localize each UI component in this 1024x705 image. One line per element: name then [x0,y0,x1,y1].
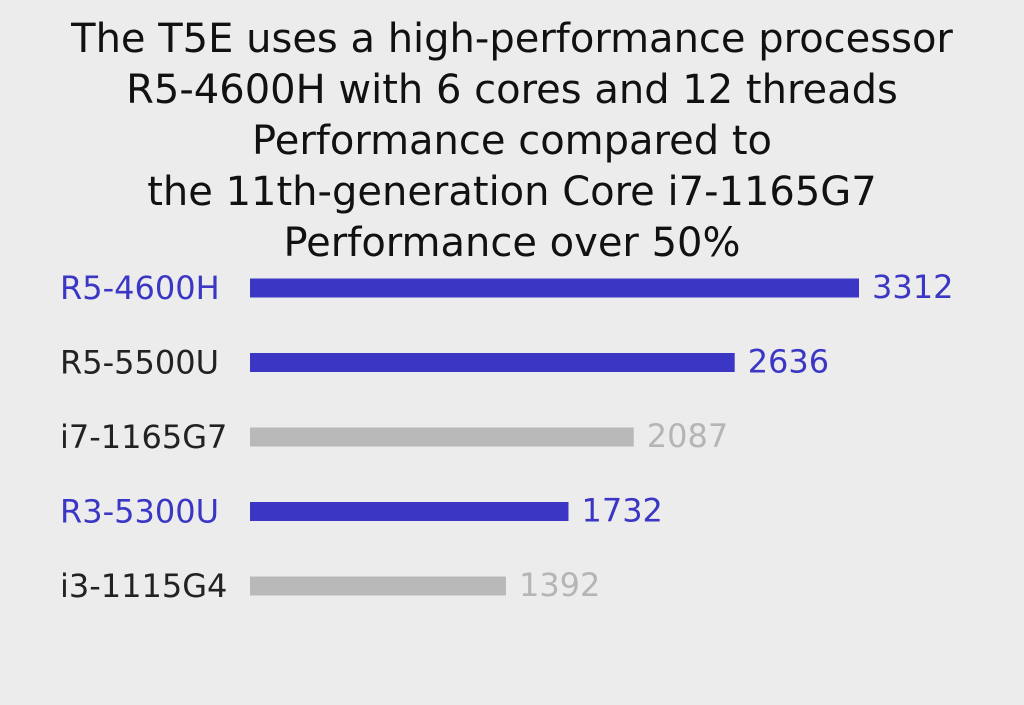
value-label-r5-4600h: 3312 [872,268,953,306]
value-label-i3-1115g4: 1392 [519,566,600,604]
value-label-i7-1165g7: 2087 [647,417,728,455]
bar-r5-4600h [250,278,859,298]
title-line-4: the 11th-generation Core i7-1165G7 [147,169,877,215]
value-label-r5-5500u: 2636 [748,343,829,381]
bar-i7-1165g7 [250,427,634,447]
category-label-r5-4600h: R5-4600H [60,269,220,307]
bar-r5-5500u [250,353,735,372]
title-line-5: Performance over 50% [283,220,741,266]
value-label-r3-5300u: 1732 [581,492,662,530]
category-label-i3-1115g4: i3-1115G4 [60,567,227,605]
category-label-r3-5300u: R3-5300U [60,493,219,531]
title-line-2: R5-4600H with 6 cores and 12 threads [126,67,898,113]
title-line-1: The T5E uses a high-performance processo… [71,16,953,62]
category-label-i7-1165g7: i7-1165G7 [60,418,227,456]
bar-r3-5300u [250,502,569,521]
chart-title: The T5E uses a high-performance processo… [0,14,1024,269]
bar-i3-1115g4 [250,576,506,596]
title-line-3: Performance compared to [252,118,772,164]
category-label-r5-5500u: R5-5500U [60,344,219,382]
bars-layer: R5-4600H 3312 R5-5500U 2636 i7-1165G7 2087 R3-… [60,268,953,605]
